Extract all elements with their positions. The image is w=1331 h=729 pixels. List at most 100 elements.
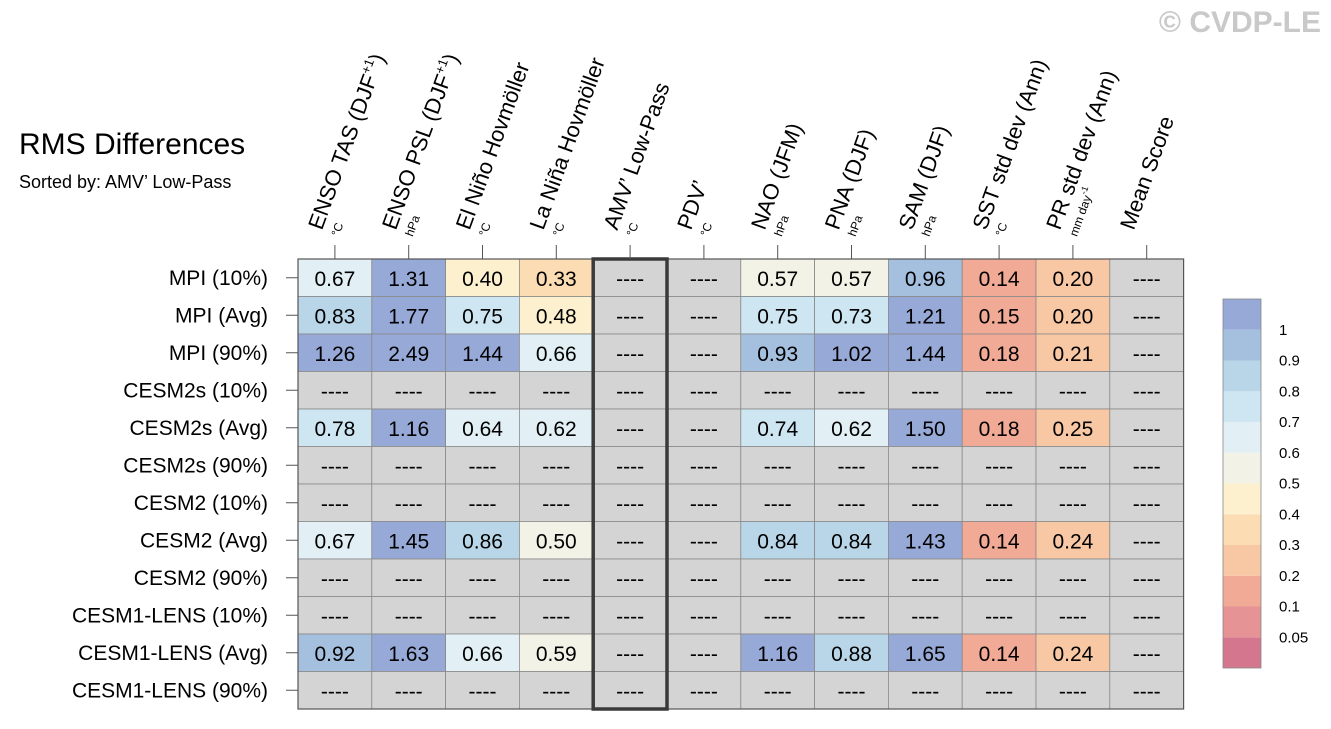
colorbar-label: 0.4 — [1279, 506, 1300, 523]
cell-value: ---- — [690, 268, 718, 291]
column-header: SAM (DJF)hPa — [894, 122, 955, 238]
cell-value: 0.64 — [462, 418, 503, 441]
cell-value: ---- — [542, 455, 570, 478]
heatmap-cell — [592, 446, 668, 485]
column-header-unit: hPa — [771, 213, 792, 238]
column-header: Mean Score — [1115, 113, 1179, 233]
colorbar-label: 0.9 — [1279, 353, 1300, 370]
row-label: MPI (Avg) — [175, 304, 268, 327]
cell-value: ---- — [1059, 380, 1087, 403]
cell-value: 0.66 — [536, 343, 577, 366]
cell-value: ---- — [321, 568, 349, 591]
column-header-unit: hPa — [402, 213, 423, 238]
column-header-label: SST std dev (Ann) — [967, 56, 1052, 233]
cell-value: 0.75 — [462, 305, 503, 328]
cell-value: 0.88 — [831, 643, 872, 666]
heatmap-cell — [666, 446, 742, 485]
colorbar-segment — [1223, 483, 1261, 515]
cell-value: 0.74 — [757, 418, 798, 441]
cell-value: 0.73 — [831, 305, 872, 328]
cell-value: ---- — [690, 643, 718, 666]
cell-value: 0.84 — [757, 530, 798, 553]
heatmap-cell — [445, 558, 520, 597]
cell-value: ---- — [616, 455, 644, 478]
heatmap-cell — [371, 258, 446, 297]
heatmap-cell — [445, 671, 520, 710]
cell-value: 0.24 — [1052, 643, 1093, 666]
heatmap-cell — [297, 446, 373, 485]
cell-value: ---- — [838, 680, 866, 703]
cell-value: 0.14 — [979, 643, 1020, 666]
heatmap-cell — [961, 633, 1037, 672]
cell-value: 0.84 — [831, 530, 872, 553]
cell-value: ---- — [395, 605, 423, 628]
column-header-unit: °C — [993, 220, 1011, 238]
cell-value: ---- — [911, 493, 939, 516]
cell-value: 0.66 — [462, 643, 503, 666]
cell-value: ---- — [985, 493, 1013, 516]
heatmap-cell — [519, 446, 594, 485]
heatmap-cell — [297, 333, 373, 372]
cell-value: 0.62 — [831, 418, 872, 441]
heatmap-cell — [961, 333, 1037, 372]
heatmap-cell — [961, 596, 1037, 635]
heatmap-cell — [888, 596, 963, 635]
column-header: PNA (DJF)hPa — [820, 125, 879, 238]
heatmap-cell — [1035, 483, 1111, 522]
heatmap-cell — [1035, 671, 1111, 710]
heatmap-cell — [1035, 371, 1111, 410]
cell-value: ---- — [469, 568, 497, 591]
heatmap-cell — [666, 408, 742, 447]
cell-value: 1.31 — [388, 268, 429, 291]
row-label: CESM1-LENS (Avg) — [78, 642, 268, 665]
colorbar-segment — [1223, 329, 1261, 361]
heatmap-cell — [814, 521, 889, 560]
colorbar-segment — [1223, 391, 1261, 422]
heatmap-cell — [814, 258, 889, 297]
row-label: CESM2 (90%) — [134, 567, 268, 590]
cell-value: ---- — [1059, 455, 1087, 478]
cell-value: 0.21 — [1052, 343, 1093, 366]
column-header-label: SAM (DJF) — [894, 122, 955, 233]
column-header-label: ENSO PSL (DJF+1) — [376, 50, 464, 233]
heatmap-cell — [740, 596, 815, 635]
heatmap-cell — [371, 483, 446, 522]
heatmap-cell — [740, 296, 815, 335]
cell-value: ---- — [985, 605, 1013, 628]
colorbar-segment — [1223, 514, 1261, 545]
cell-value: 1.45 — [388, 530, 429, 553]
cell-value: ---- — [1059, 568, 1087, 591]
cell-value: ---- — [764, 455, 792, 478]
heatmap-cell — [592, 671, 668, 710]
row-label: CESM2 (Avg) — [140, 529, 268, 552]
heatmap-cell — [371, 371, 446, 410]
colorbar-segment — [1223, 606, 1261, 638]
row-label: MPI (90%) — [169, 342, 268, 365]
cell-value: 1.26 — [314, 343, 355, 366]
cell-value: ---- — [1133, 418, 1161, 441]
heatmap-cell — [1035, 408, 1111, 447]
heatmap-cell — [519, 408, 594, 447]
cell-value: ---- — [616, 530, 644, 553]
column-header-unit: hPa — [845, 213, 866, 238]
cell-value: ---- — [1133, 568, 1161, 591]
cell-value: ---- — [395, 455, 423, 478]
cell-value: 1.16 — [757, 643, 798, 666]
heatmap-cell — [961, 558, 1037, 597]
column-header-label: Mean Score — [1115, 113, 1179, 233]
cell-value: ---- — [690, 343, 718, 366]
heatmap-cell — [592, 521, 668, 560]
cell-value: ---- — [542, 493, 570, 516]
colorbar-segment — [1223, 452, 1261, 484]
cell-value: ---- — [395, 568, 423, 591]
column-header-label: ENSO TAS (DJF+1) — [302, 50, 390, 233]
heatmap-cell — [297, 408, 373, 447]
cell-value: ---- — [1133, 493, 1161, 516]
heatmap-cell — [1035, 596, 1111, 635]
cell-value: ---- — [1133, 455, 1161, 478]
heatmap-cell — [888, 446, 963, 485]
heatmap-cell — [740, 371, 815, 410]
colorbar-label: 0.2 — [1279, 568, 1300, 585]
cell-value: ---- — [469, 455, 497, 478]
